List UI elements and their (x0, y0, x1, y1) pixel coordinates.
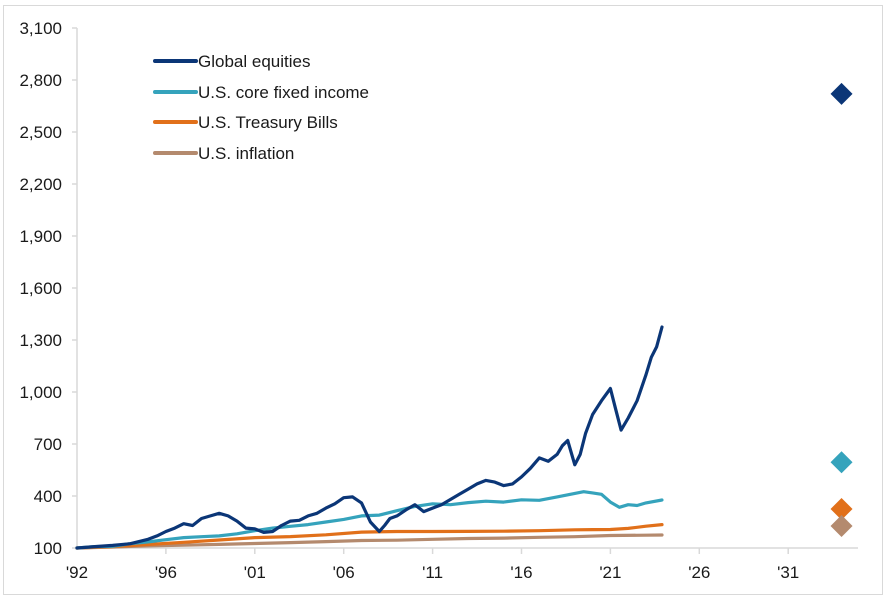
y-tick-label: 1,300 (19, 331, 62, 350)
axes (76, 28, 858, 549)
x-ticks: '92 '96 '01 '06 '11 '16 '21 '26 '31 (66, 548, 799, 582)
y-tick-label: 1,900 (19, 227, 62, 246)
legend-item-inflation: U.S. inflation (153, 144, 294, 163)
y-tick-label: 2,200 (19, 175, 62, 194)
x-tick-label: '11 (422, 563, 443, 582)
y-tick-label: 2,800 (19, 71, 62, 90)
x-tick-label: '06 (333, 563, 355, 582)
x-tick-label: '26 (688, 563, 710, 582)
diamond-marker-u-s-inflation (830, 514, 853, 537)
series-line-u-s-treasury-bills (75, 522, 664, 550)
legend-item-treasury-bills: U.S. Treasury Bills (153, 113, 338, 132)
y-tick-label: 400 (34, 487, 62, 506)
y-tick-label: 1,000 (19, 383, 62, 402)
x-tick-label: '96 (155, 563, 177, 582)
x-tick-label: '92 (66, 563, 88, 582)
diamond-marker-u-s-treasury-bills (830, 498, 853, 520)
diamond-marker-global-equities (830, 82, 853, 105)
legend: Global equities U.S. core fixed income U… (153, 52, 369, 163)
x-tick-label: '31 (777, 563, 799, 582)
legend-item-core-fixed-income: U.S. core fixed income (153, 83, 369, 102)
legend-label-core-fixed-income: U.S. core fixed income (198, 83, 369, 102)
y-tick-label: 100 (34, 539, 62, 558)
legend-label-treasury-bills: U.S. Treasury Bills (198, 113, 338, 132)
legend-label-inflation: U.S. inflation (198, 144, 294, 163)
series-line-u-s-inflation (75, 533, 664, 550)
x-tick-label: '16 (510, 563, 532, 582)
series-line-global-equities (75, 325, 664, 550)
diamond-marker-u-s-core-fixed-income (830, 451, 853, 474)
x-tick-label: '01 (244, 563, 266, 582)
y-tick-label: 700 (34, 435, 62, 454)
chart-frame (3, 5, 883, 595)
y-tick-label: 1,600 (19, 279, 62, 298)
y-ticks: 100 400 700 1,000 1,300 1,600 1,900 2,200 2,500 2… (19, 19, 77, 558)
legend-item-global-equities: Global equities (153, 52, 310, 71)
y-tick-label: 2,500 (19, 123, 62, 142)
markers-group (830, 82, 853, 537)
x-tick-label: '21 (599, 563, 621, 582)
series-group (75, 325, 664, 550)
legend-label-global-equities: Global equities (198, 52, 310, 71)
y-tick-label: 3,100 (19, 19, 62, 38)
